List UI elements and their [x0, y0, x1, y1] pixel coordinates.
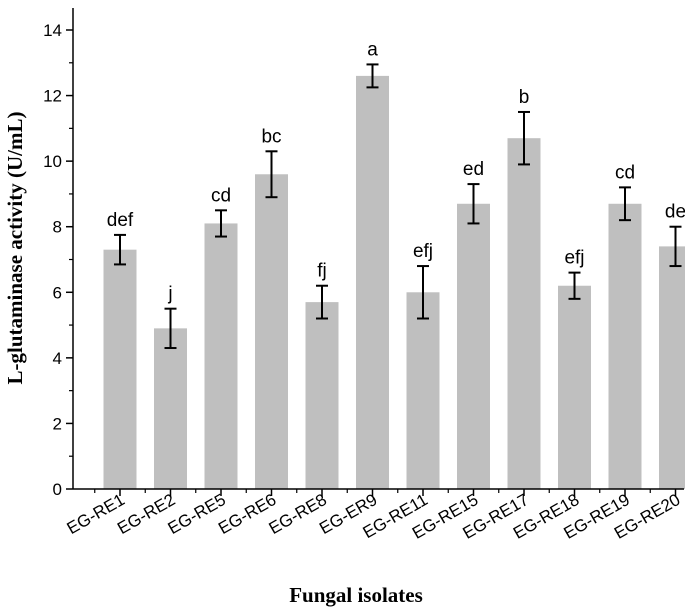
significance-letter: bc	[261, 126, 281, 147]
significance-letter: efj	[564, 248, 584, 269]
error-bars-layer	[114, 63, 682, 350]
y-tick-label: 6	[53, 283, 62, 302]
bar	[608, 203, 642, 489]
bar	[356, 75, 389, 490]
bar	[507, 138, 541, 489]
x-ticks-layer: EG-RE1EG-RE2EG-RE5EG-RE6EG-RE8EG-ER9EG-R…	[64, 489, 684, 543]
bar	[406, 292, 440, 489]
y-tick-label: 2	[53, 414, 62, 433]
bar	[457, 203, 490, 489]
significance-letter: cd	[211, 185, 231, 206]
y-tick-label: 14	[43, 21, 62, 40]
y-ticks-layer: 0 2 4 6 8 10 12 14	[43, 21, 73, 499]
significance-letter: cd	[615, 162, 635, 183]
significance-letter: b	[519, 87, 530, 108]
significance-letter: a	[367, 39, 378, 60]
significance-letter: fj	[317, 261, 327, 282]
y-tick-label: 8	[53, 218, 62, 237]
bar	[305, 302, 339, 489]
x-axis-title: Fungal isolates	[289, 583, 423, 607]
y-tick-label: 12	[43, 87, 62, 106]
y-axis-title: L-glutaminase activity (U/mL)	[3, 112, 27, 385]
bars-layer	[103, 75, 685, 490]
significance-letter: def	[107, 210, 134, 231]
significance-letter: efj	[413, 241, 433, 262]
bar	[558, 285, 591, 489]
significance-letter: j	[167, 284, 172, 305]
y-tick-label: 4	[53, 349, 62, 368]
x-tick-label: EG-RE5	[165, 490, 229, 538]
x-tick-label: EG-RE2	[114, 490, 178, 538]
x-tick-label: EG-RE1	[64, 490, 128, 538]
significance-letters-layer: def j cd bc fj a efj ed b efj cd de	[107, 39, 685, 304]
significance-letter: ed	[463, 159, 484, 180]
axes	[72, 8, 684, 490]
bar	[103, 249, 137, 489]
bar	[154, 328, 187, 489]
x-tick-label: EG-RE6	[215, 490, 279, 538]
bar	[204, 223, 238, 489]
significance-letter: de	[665, 202, 685, 223]
y-tick-label: 0	[53, 480, 62, 499]
y-tick-label: 10	[43, 152, 62, 171]
bar	[659, 246, 685, 489]
bar	[255, 174, 288, 489]
x-tick-label: EG-RE8	[266, 490, 330, 538]
